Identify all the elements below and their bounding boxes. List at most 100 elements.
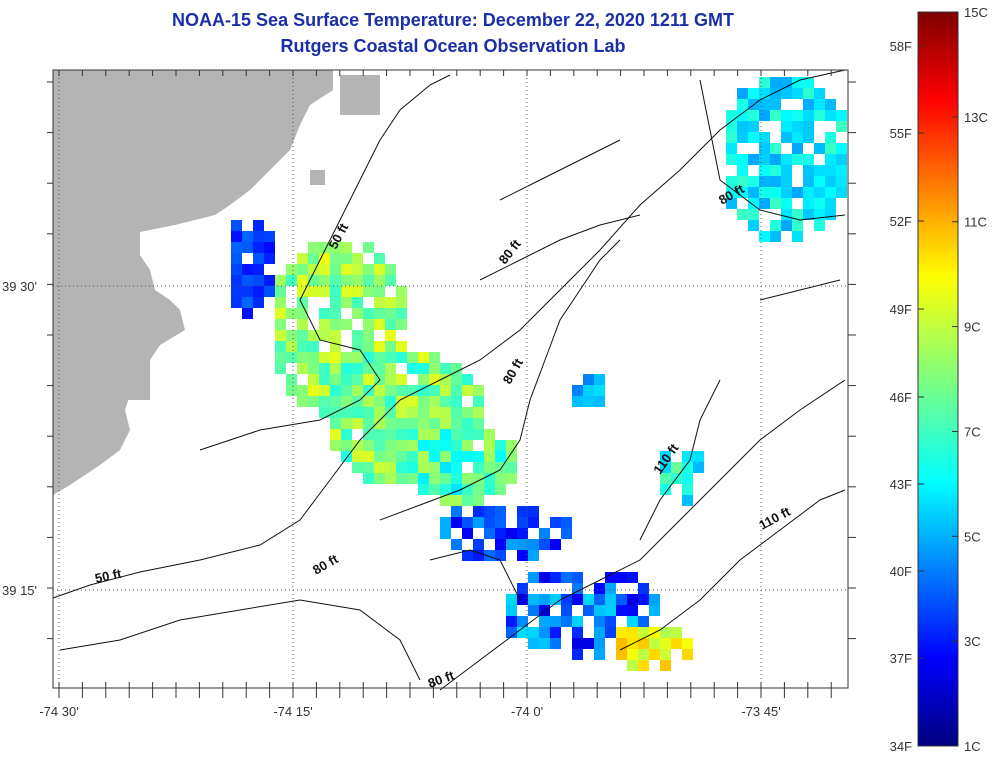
sst-pixel bbox=[682, 495, 693, 506]
sst-pixel bbox=[770, 220, 781, 231]
sst-pixel bbox=[341, 363, 352, 374]
colorbar: 58F 55F 52F 49F 46F 43F 40F 37F 34F 15C 13C 11C 9C 7C… bbox=[890, 5, 988, 754]
sst-pixel bbox=[440, 495, 451, 506]
graticule bbox=[53, 70, 848, 688]
sst-pixel bbox=[594, 396, 605, 407]
sst-pixel bbox=[649, 605, 660, 616]
sst-pixel bbox=[671, 638, 682, 649]
sst-pixel bbox=[539, 616, 550, 627]
sst-pixel bbox=[341, 242, 352, 253]
axis-labels: -74 30' -74 15' -74 0' -73 45' 39 30' 39… bbox=[2, 279, 781, 719]
sst-pixel bbox=[825, 198, 836, 209]
sst-pixel bbox=[440, 484, 451, 495]
sst-pixel bbox=[341, 374, 352, 385]
sst-pixel bbox=[484, 550, 495, 561]
sst-pixel bbox=[440, 363, 451, 374]
sst-pixel bbox=[352, 297, 363, 308]
sst-pixel bbox=[429, 429, 440, 440]
sst-pixel bbox=[451, 407, 462, 418]
sst-pixel bbox=[231, 231, 242, 242]
sst-pixel bbox=[572, 385, 583, 396]
sst-pixel bbox=[418, 429, 429, 440]
sst-pixel bbox=[275, 308, 286, 319]
sst-pixel bbox=[726, 154, 737, 165]
sst-pixel bbox=[616, 627, 627, 638]
sst-pixel bbox=[825, 209, 836, 220]
sst-pixel bbox=[473, 418, 484, 429]
sst-pixel bbox=[352, 308, 363, 319]
sst-pixel bbox=[407, 451, 418, 462]
sst-pixel bbox=[396, 297, 407, 308]
sst-pixel bbox=[803, 198, 814, 209]
sst-pixel bbox=[528, 539, 539, 550]
sst-pixel bbox=[418, 374, 429, 385]
sst-pixel bbox=[407, 418, 418, 429]
sst-pixel bbox=[473, 539, 484, 550]
sst-pixel bbox=[825, 143, 836, 154]
sst-pixel bbox=[583, 605, 594, 616]
sst-pixel bbox=[275, 286, 286, 297]
sst-pixel bbox=[660, 484, 671, 495]
sst-pixel bbox=[726, 121, 737, 132]
sst-pixel bbox=[814, 110, 825, 121]
sst-pixel bbox=[418, 385, 429, 396]
sst-pixel bbox=[594, 627, 605, 638]
sst-pixel bbox=[231, 275, 242, 286]
sst-pixel bbox=[539, 605, 550, 616]
sst-pixel bbox=[616, 572, 627, 583]
sst-pixel bbox=[242, 264, 253, 275]
sst-pixel bbox=[517, 616, 528, 627]
sst-pixel bbox=[770, 88, 781, 99]
sst-pixel bbox=[308, 374, 319, 385]
sst-pixel bbox=[396, 451, 407, 462]
sst-pixel bbox=[352, 385, 363, 396]
sst-pixel bbox=[286, 308, 297, 319]
sst-pixel bbox=[451, 374, 462, 385]
sst-pixel bbox=[616, 649, 627, 660]
sst-pixel bbox=[572, 616, 583, 627]
sst-pixel bbox=[352, 451, 363, 462]
sst-pixel bbox=[660, 462, 671, 473]
sst-pixel bbox=[528, 605, 539, 616]
sst-pixel bbox=[407, 473, 418, 484]
sst-pixel bbox=[374, 319, 385, 330]
map-frame bbox=[47, 69, 856, 698]
sst-pixel bbox=[396, 462, 407, 473]
colorbar-celsius-label: 3C bbox=[964, 634, 981, 649]
sst-pixel bbox=[473, 517, 484, 528]
sst-pixel bbox=[429, 396, 440, 407]
sst-pixel bbox=[792, 220, 803, 231]
sst-pixel bbox=[451, 473, 462, 484]
sst-pixel bbox=[462, 528, 473, 539]
sst-pixel bbox=[561, 594, 572, 605]
x-tick-label: -74 0' bbox=[511, 704, 543, 719]
sst-pixel bbox=[374, 418, 385, 429]
sst-pixel bbox=[462, 451, 473, 462]
sst-pixel bbox=[792, 187, 803, 198]
sst-pixel bbox=[517, 550, 528, 561]
sst-pixel bbox=[363, 286, 374, 297]
sst-pixel bbox=[363, 264, 374, 275]
sst-pixel bbox=[319, 396, 330, 407]
sst-pixel bbox=[440, 418, 451, 429]
sst-pixel bbox=[781, 220, 792, 231]
sst-pixel bbox=[352, 462, 363, 473]
sst-pixel bbox=[506, 440, 517, 451]
sst-pixel bbox=[429, 484, 440, 495]
sst-pixel bbox=[627, 616, 638, 627]
sst-pixel bbox=[517, 506, 528, 517]
sst-pixel bbox=[539, 638, 550, 649]
sst-pixel bbox=[330, 297, 341, 308]
sst-pixel bbox=[462, 473, 473, 484]
sst-pixel bbox=[363, 242, 374, 253]
y-tick-label: 39 15' bbox=[2, 583, 37, 598]
sst-pixel bbox=[297, 264, 308, 275]
sst-pixel bbox=[759, 110, 770, 121]
sst-pixel bbox=[627, 660, 638, 671]
sst-pixel bbox=[319, 352, 330, 363]
sst-pixel bbox=[638, 594, 649, 605]
sst-pixel bbox=[396, 319, 407, 330]
sst-pixel bbox=[825, 154, 836, 165]
sst-pixel bbox=[341, 429, 352, 440]
sst-pixel bbox=[462, 418, 473, 429]
